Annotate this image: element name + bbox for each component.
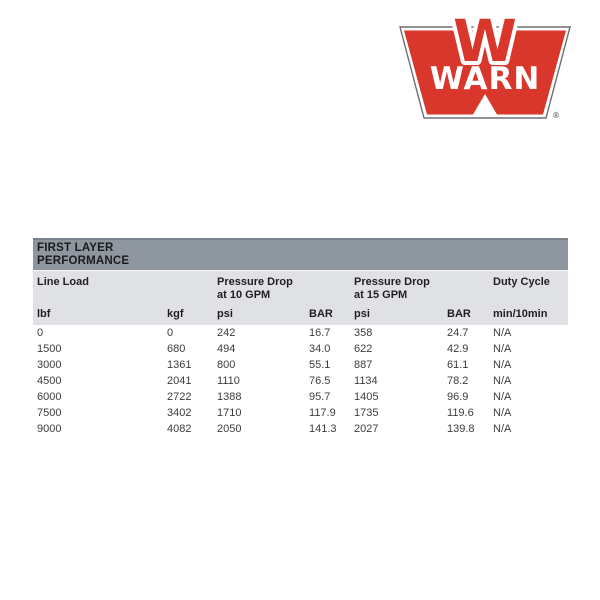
table-cell: N/A bbox=[493, 375, 512, 387]
header-pressure-drop-10gpm: Pressure Drop at 10 GPM bbox=[213, 271, 351, 306]
table-cell: 139.8 bbox=[447, 423, 475, 435]
table-cell: 0 bbox=[167, 327, 174, 339]
header-line-load: Line Load bbox=[33, 271, 214, 306]
header-pd10-line2: at 10 GPM bbox=[217, 289, 271, 301]
table-cell: 76.5 bbox=[309, 375, 331, 387]
unit-lbf: lbf bbox=[33, 306, 163, 325]
spec-table: Line Load Pressure Drop at 10 GPM Pressu… bbox=[33, 271, 569, 437]
table-cell: 6000 bbox=[37, 391, 62, 403]
table-cell: 1710 bbox=[217, 407, 242, 419]
table-cell: 4082 bbox=[167, 423, 192, 435]
unit-bar-15gpm: BAR bbox=[443, 306, 490, 325]
table-row: 4500 2041 1110 76.5 1134 78.2 N/A bbox=[33, 373, 568, 389]
table-cell: 242 bbox=[217, 327, 236, 339]
table-cell: 1110 bbox=[217, 375, 240, 387]
table-cell: 9000 bbox=[37, 423, 62, 435]
table-cell: 1500 bbox=[37, 343, 62, 355]
logo-bottom-notch bbox=[473, 94, 497, 115]
table-row: 0 0 242 16.7 358 24.7 N/A bbox=[33, 325, 568, 341]
table-cell: 494 bbox=[217, 343, 236, 355]
table-cell: 96.9 bbox=[447, 391, 469, 403]
table-cell: 24.7 bbox=[447, 327, 469, 339]
table-cell: 887 bbox=[354, 359, 373, 371]
unit-psi-15gpm: psi bbox=[350, 306, 444, 325]
table-cell: 2041 bbox=[167, 375, 192, 387]
logo-w-mark: W bbox=[453, 8, 517, 75]
table-cell: N/A bbox=[493, 407, 512, 419]
table-cell: 622 bbox=[354, 343, 373, 355]
table-cell: N/A bbox=[493, 423, 512, 435]
table-cell: 680 bbox=[167, 343, 186, 355]
table-cell: 1405 bbox=[354, 391, 379, 403]
table-cell: 42.9 bbox=[447, 343, 469, 355]
logo-red-trapezoid bbox=[404, 30, 566, 115]
table-cell: 3000 bbox=[37, 359, 62, 371]
table-cell: 7500 bbox=[37, 407, 62, 419]
unit-psi-10gpm: psi bbox=[213, 306, 306, 325]
header-duty-cycle: Duty Cycle bbox=[489, 271, 569, 306]
header-line-load-label: Line Load bbox=[37, 276, 89, 288]
table-row: 6000 2722 1388 95.7 1405 96.9 N/A bbox=[33, 389, 568, 405]
table-cell: 1735 bbox=[354, 407, 379, 419]
table-row: 1500 680 494 34.0 622 42.9 N/A bbox=[33, 341, 568, 357]
header-pressure-drop-15gpm: Pressure Drop at 15 GPM bbox=[350, 271, 490, 306]
table-row: 3000 1361 800 55.1 887 61.1 N/A bbox=[33, 357, 568, 373]
table-cell: 3402 bbox=[167, 407, 192, 419]
table-cell: 55.1 bbox=[309, 359, 331, 371]
table-cell: N/A bbox=[493, 359, 512, 371]
table-cell: 78.2 bbox=[447, 375, 469, 387]
unit-bar-10gpm: BAR bbox=[305, 306, 351, 325]
unit-duty-cycle: min/10min bbox=[489, 306, 569, 325]
table-cell: 61.1 bbox=[447, 359, 469, 371]
table-cell: 16.7 bbox=[309, 327, 331, 339]
table-body: 0 0 242 16.7 358 24.7 N/A 1500 680 494 34.0 622 42.9… bbox=[33, 325, 568, 437]
table-cell: 800 bbox=[217, 359, 236, 371]
table-cell: 2722 bbox=[167, 391, 192, 403]
header-pd15-line1: Pressure Drop bbox=[354, 276, 430, 288]
logo-wordmark: WARN bbox=[430, 61, 541, 97]
table-title-line2: PERFORMANCE bbox=[37, 255, 130, 267]
table-cell: 0 bbox=[37, 327, 44, 339]
table-cell: 1361 bbox=[167, 359, 192, 371]
table-row: 7500 3402 1710 117.9 1735 119.6 N/A bbox=[33, 405, 568, 421]
group-header-row: Line Load Pressure Drop at 10 GPM Pressu… bbox=[33, 271, 569, 306]
header-duty-cycle-label: Duty Cycle bbox=[493, 276, 550, 288]
table-cell: 358 bbox=[354, 327, 373, 339]
table-row: 9000 4082 2050 141.3 2027 139.8 N/A bbox=[33, 421, 568, 437]
table-cell: 1134 bbox=[354, 375, 378, 387]
warn-logo: W WARN ® bbox=[390, 3, 590, 126]
header-pd15-line2: at 15 GPM bbox=[354, 289, 408, 301]
table-cell: 2050 bbox=[217, 423, 242, 435]
warn-logo-graphic: W WARN ® bbox=[399, 3, 571, 120]
unit-header-row: lbf kgf psi BAR psi BAR min/10min bbox=[33, 306, 569, 325]
table-title-band: FIRST LAYER PERFORMANCE bbox=[33, 238, 568, 271]
table-cell: 95.7 bbox=[309, 391, 331, 403]
registered-trademark: ® bbox=[552, 111, 560, 120]
table-cell: N/A bbox=[493, 327, 512, 339]
table-cell: 1388 bbox=[217, 391, 242, 403]
table-cell: 119.6 bbox=[447, 407, 474, 419]
table-title-line1: FIRST LAYER bbox=[37, 242, 114, 254]
table-cell: 141.3 bbox=[309, 423, 337, 435]
table-cell: N/A bbox=[493, 391, 512, 403]
table-cell: 2027 bbox=[354, 423, 379, 435]
table-cell: 4500 bbox=[37, 375, 62, 387]
first-layer-performance-table: FIRST LAYER PERFORMANCE Line Load Pressu… bbox=[33, 238, 569, 437]
table-cell: N/A bbox=[493, 343, 512, 355]
header-pd10-line1: Pressure Drop bbox=[217, 276, 293, 288]
table-cell: 117.9 bbox=[309, 407, 336, 419]
unit-kgf: kgf bbox=[163, 306, 214, 325]
table-cell: 34.0 bbox=[309, 343, 331, 355]
